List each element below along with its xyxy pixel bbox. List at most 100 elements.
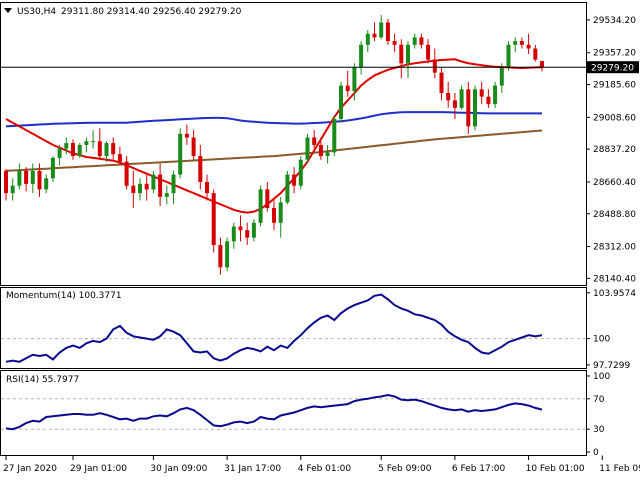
candle-bull <box>178 133 183 175</box>
candle-bull <box>138 183 142 194</box>
candle-bear <box>372 33 377 38</box>
candle-bear <box>245 230 250 238</box>
candle-bear <box>519 41 524 45</box>
candle-bear <box>432 59 437 73</box>
candle-bull <box>251 222 256 238</box>
price-tick-label: 29534.20 <box>593 16 636 26</box>
momentum-panel-frame <box>0 287 587 369</box>
price-tick-label: 28837.20 <box>593 145 636 155</box>
candle-bear <box>292 174 297 186</box>
price-tick-label: 28140.40 <box>593 274 636 284</box>
candles <box>4 15 544 275</box>
candle-bear <box>385 22 390 42</box>
rsi-tick-label: 30 <box>593 425 605 435</box>
rsi-title: RSI(14) 55.7977 <box>6 375 79 385</box>
momentum-series <box>5 293 543 363</box>
candle-bear <box>540 61 544 68</box>
candle-bear <box>392 41 397 45</box>
time-tick-label: 5 Feb 09:00 <box>378 464 432 474</box>
candle-bull <box>412 37 417 45</box>
ma-mid-line <box>5 111 542 128</box>
candle-bull <box>91 141 96 143</box>
candle-bull <box>285 174 290 203</box>
candle-bull <box>258 189 263 223</box>
current-price-label: 29279.20 <box>591 64 634 74</box>
candle-bear <box>198 156 203 183</box>
chart-ohlc: 29311.80 29314.40 29256.40 29279.20 <box>61 7 242 17</box>
time-tick-label: 6 Feb 17:00 <box>452 464 506 474</box>
ma-slow-line <box>5 129 543 172</box>
candle-bear <box>439 72 444 94</box>
candle-bull <box>10 185 15 194</box>
candle-bull <box>225 241 230 268</box>
candle-bull <box>325 152 330 157</box>
candle-bull <box>77 144 82 157</box>
rsi-line <box>5 393 543 431</box>
moving-averages <box>5 58 543 214</box>
time-tick-label: 10 Feb 01:00 <box>526 464 585 474</box>
candle-bear <box>312 137 317 145</box>
collapse-triangle-icon[interactable] <box>4 8 12 13</box>
rsi-panel-frame <box>0 370 587 456</box>
candle-bull <box>298 159 303 186</box>
candle-bear <box>452 100 457 108</box>
candle-bull <box>104 143 109 157</box>
current-price-marker <box>587 61 639 74</box>
candle-bear <box>111 143 116 155</box>
candle-bull <box>379 22 384 38</box>
price-tick-label: 29185.60 <box>593 81 636 91</box>
candle-bear <box>238 226 243 231</box>
candle-bull <box>513 41 518 45</box>
time-tick-label: 4 Feb 01:00 <box>298 464 352 474</box>
candle-bull <box>473 89 477 127</box>
ma-fast-line <box>5 58 543 214</box>
candle-bear <box>211 193 216 246</box>
candle-bear <box>144 183 149 190</box>
rsi-series <box>5 393 543 431</box>
candle-bear <box>533 48 538 60</box>
candle-bear <box>37 170 42 190</box>
candle-bull <box>339 85 343 119</box>
candle-bull <box>44 178 49 190</box>
time-tick-label: 29 Jan 01:00 <box>70 464 127 474</box>
candle-bear <box>24 170 29 184</box>
candle-bear <box>446 93 451 101</box>
candle-bear <box>272 207 276 223</box>
momentum-tick-label: 97.7299 <box>593 361 630 371</box>
time-tick-label: 30 Jan 09:00 <box>150 464 207 474</box>
candle-bull <box>305 137 310 160</box>
rsi-tick-label: 0 <box>593 448 599 458</box>
main-panel-frame <box>0 2 587 286</box>
candle-bull <box>332 118 337 153</box>
candle-bull <box>164 193 169 197</box>
momentum-tick-label: 103.9574 <box>593 289 636 299</box>
candle-bull <box>30 170 35 184</box>
momentum-title: Momentum(14) 100.3771 <box>6 291 122 301</box>
candle-bear <box>117 154 122 162</box>
candle-bear <box>71 143 75 157</box>
candle-bull <box>352 67 357 92</box>
candle-bull <box>231 226 236 242</box>
candle-bear <box>158 174 163 197</box>
candle-bull <box>359 44 364 68</box>
candle-bear <box>4 170 8 194</box>
chart-symbol: US30,H4 <box>17 7 56 17</box>
candle-bull <box>17 170 22 186</box>
candle-bear <box>191 137 196 157</box>
candle-bull <box>365 33 370 45</box>
candle-bear <box>526 44 531 49</box>
axis-labels: 29534.20 29357.20 29185.60 29008.60 28837.20… <box>1 16 640 474</box>
candle-bear <box>426 44 431 60</box>
rsi-tick-label: 100 <box>593 372 610 382</box>
candle-bull <box>506 44 511 68</box>
time-tick-label: 11 Feb 09:00 <box>599 464 640 474</box>
candle-bull <box>64 143 69 149</box>
candle-bull <box>406 44 410 64</box>
candle-bear <box>218 245 223 268</box>
price-tick-label: 28488.80 <box>593 210 636 220</box>
momentum-line <box>5 293 543 363</box>
candle-bear <box>265 189 270 208</box>
candle-bear <box>466 89 471 127</box>
candle-bear <box>184 133 189 138</box>
rsi-tick-label: 70 <box>593 395 605 405</box>
